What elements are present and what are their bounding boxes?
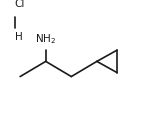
Text: Cl: Cl: [15, 0, 25, 9]
Text: H: H: [15, 32, 22, 42]
Text: NH$_2$: NH$_2$: [35, 32, 56, 46]
